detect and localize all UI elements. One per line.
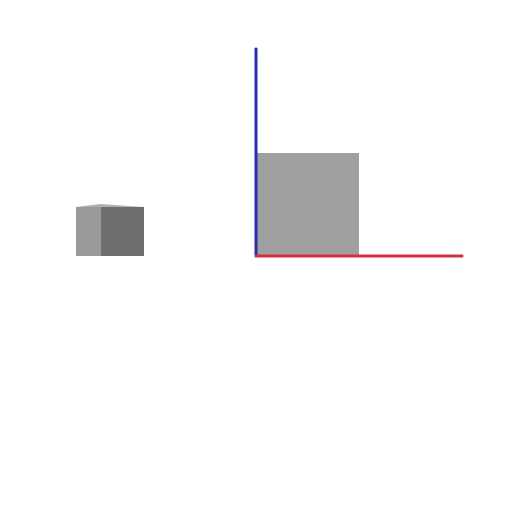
cube[interactable]: [76, 204, 144, 256]
cube-left-face: [76, 207, 101, 256]
plane-face: [257, 153, 359, 255]
axes-gizmo: [254, 47, 464, 258]
cube-right-face: [101, 207, 144, 256]
square-plane[interactable]: [257, 153, 359, 255]
